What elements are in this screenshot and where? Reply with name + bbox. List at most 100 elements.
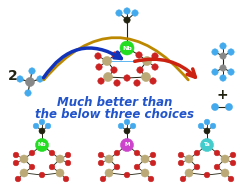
Circle shape: [229, 152, 235, 158]
Circle shape: [203, 119, 209, 125]
Circle shape: [179, 176, 185, 182]
Circle shape: [63, 176, 69, 182]
Circle shape: [118, 123, 123, 129]
Circle shape: [219, 53, 225, 59]
Circle shape: [209, 123, 215, 129]
Circle shape: [149, 78, 155, 84]
Circle shape: [15, 176, 21, 182]
Circle shape: [29, 150, 35, 156]
Circle shape: [211, 49, 217, 55]
Circle shape: [194, 150, 199, 156]
Circle shape: [211, 69, 217, 75]
Circle shape: [203, 172, 209, 178]
Circle shape: [136, 67, 143, 73]
Circle shape: [124, 172, 129, 178]
Circle shape: [98, 152, 103, 158]
Circle shape: [123, 75, 130, 81]
FancyArrowPatch shape: [134, 59, 195, 77]
Circle shape: [177, 152, 183, 158]
Circle shape: [13, 160, 19, 166]
Circle shape: [142, 57, 151, 66]
Circle shape: [102, 57, 111, 66]
Circle shape: [110, 67, 117, 73]
Circle shape: [151, 53, 158, 59]
Circle shape: [211, 104, 218, 111]
Circle shape: [49, 164, 55, 170]
Circle shape: [184, 169, 192, 177]
Circle shape: [203, 128, 209, 134]
Circle shape: [213, 164, 219, 170]
Circle shape: [25, 90, 31, 96]
Circle shape: [29, 164, 35, 170]
Circle shape: [94, 53, 101, 59]
Circle shape: [219, 75, 225, 81]
Circle shape: [119, 41, 134, 55]
Circle shape: [124, 119, 129, 125]
Circle shape: [65, 160, 71, 166]
Circle shape: [114, 150, 119, 156]
Circle shape: [133, 80, 140, 86]
Circle shape: [29, 68, 35, 74]
Circle shape: [141, 73, 150, 81]
Circle shape: [39, 128, 45, 134]
Circle shape: [105, 155, 113, 163]
Circle shape: [111, 52, 118, 58]
Circle shape: [39, 119, 45, 125]
Circle shape: [13, 152, 19, 158]
Circle shape: [134, 150, 139, 156]
Text: M: M: [124, 143, 129, 147]
Circle shape: [200, 139, 213, 152]
Circle shape: [39, 172, 45, 178]
Circle shape: [213, 150, 219, 156]
Circle shape: [105, 169, 113, 177]
Circle shape: [150, 160, 155, 166]
Circle shape: [123, 8, 130, 14]
Circle shape: [123, 17, 130, 23]
Circle shape: [219, 43, 225, 49]
Circle shape: [120, 139, 133, 152]
Circle shape: [56, 169, 64, 177]
Circle shape: [227, 69, 233, 75]
Text: Much better than: Much better than: [57, 97, 172, 109]
Text: Nb: Nb: [122, 46, 131, 50]
FancyArrowPatch shape: [44, 38, 187, 80]
Circle shape: [227, 49, 233, 55]
Circle shape: [227, 176, 233, 182]
Circle shape: [194, 164, 199, 170]
Circle shape: [35, 139, 48, 152]
Circle shape: [134, 164, 139, 170]
Circle shape: [184, 155, 192, 163]
Circle shape: [225, 104, 232, 111]
Text: Nb: Nb: [38, 143, 46, 147]
Circle shape: [25, 77, 34, 87]
Circle shape: [20, 169, 28, 177]
Circle shape: [229, 160, 235, 166]
Text: 2: 2: [8, 69, 18, 83]
Circle shape: [148, 176, 153, 182]
Circle shape: [17, 76, 23, 82]
Circle shape: [219, 65, 225, 71]
Circle shape: [98, 160, 103, 166]
Circle shape: [140, 155, 148, 163]
Circle shape: [135, 52, 142, 58]
Circle shape: [140, 169, 148, 177]
Circle shape: [103, 73, 112, 81]
Circle shape: [150, 152, 155, 158]
Circle shape: [220, 169, 228, 177]
Text: Ta: Ta: [203, 143, 210, 147]
Text: the below three choices: the below three choices: [35, 108, 194, 122]
Circle shape: [123, 128, 130, 134]
Circle shape: [197, 123, 203, 129]
Circle shape: [45, 123, 51, 129]
Circle shape: [115, 10, 122, 16]
Circle shape: [37, 76, 43, 82]
Circle shape: [130, 123, 135, 129]
Circle shape: [49, 150, 55, 156]
Text: +: +: [215, 88, 227, 102]
Circle shape: [33, 123, 39, 129]
Circle shape: [177, 160, 183, 166]
Circle shape: [113, 80, 120, 86]
Circle shape: [65, 152, 71, 158]
Circle shape: [114, 164, 119, 170]
Circle shape: [151, 64, 158, 70]
